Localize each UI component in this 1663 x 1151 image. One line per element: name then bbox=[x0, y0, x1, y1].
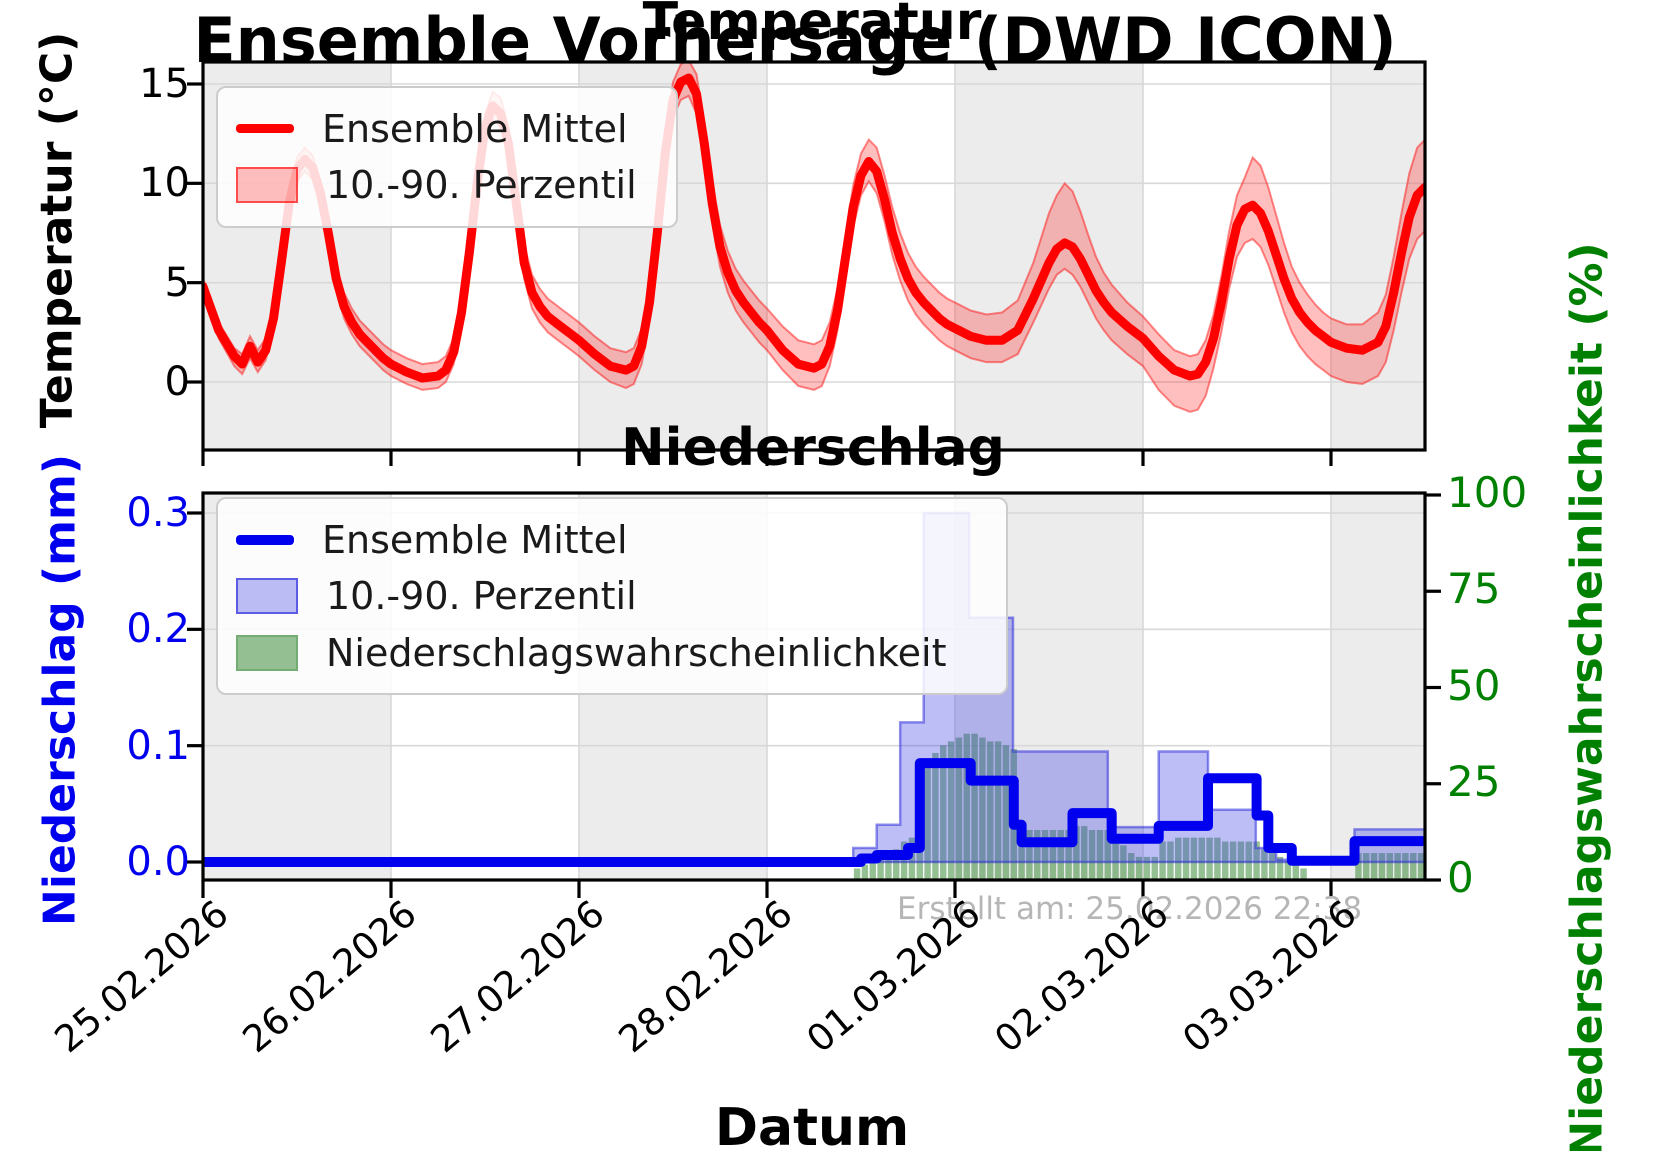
probability-ytick-label: 100 bbox=[1447, 468, 1528, 517]
temperature-mean-line bbox=[203, 73, 1425, 383]
probability-bar bbox=[916, 829, 923, 880]
probability-bar bbox=[1394, 853, 1401, 880]
precipitation-title: Niederschlag bbox=[621, 418, 1005, 478]
probability-bar bbox=[1182, 837, 1190, 880]
probability-ytick-label: 75 bbox=[1447, 564, 1501, 614]
probability-bar bbox=[1073, 826, 1080, 880]
probability-bar bbox=[1088, 829, 1096, 880]
probability-bar bbox=[1410, 853, 1417, 880]
day-shading-band bbox=[1331, 62, 1425, 450]
probability-bar bbox=[955, 737, 963, 880]
probability-bar bbox=[861, 864, 869, 880]
probability-bar bbox=[1190, 837, 1198, 880]
blue-band-swatch-icon bbox=[236, 578, 298, 614]
probability-bar bbox=[924, 764, 931, 880]
probability-bar bbox=[1276, 856, 1284, 880]
x-axis-label: Datum bbox=[714, 1098, 910, 1151]
probability-bar bbox=[1261, 849, 1268, 880]
blue-line-swatch-icon bbox=[236, 534, 294, 545]
probability-bar bbox=[893, 849, 900, 880]
probability-bar bbox=[1269, 853, 1276, 880]
probability-bar bbox=[1081, 826, 1088, 880]
probability-bar bbox=[1151, 856, 1158, 880]
probability-bar bbox=[932, 752, 939, 880]
probability-bar bbox=[1135, 856, 1143, 880]
probability-bar bbox=[869, 860, 876, 880]
probability-bar bbox=[1049, 829, 1057, 880]
probability-bar bbox=[1041, 829, 1049, 880]
red-line-swatch-icon bbox=[236, 124, 294, 134]
legend-item: Niederschlagswahrscheinlichkeit bbox=[236, 631, 988, 675]
probability-bar bbox=[1284, 860, 1292, 880]
probability-bar bbox=[994, 741, 1002, 880]
probability-bar bbox=[1018, 826, 1025, 880]
probability-ytick-label: 0 bbox=[1447, 853, 1474, 902]
probability-bar bbox=[979, 737, 986, 880]
legend-label: 10.-90. Perzentil bbox=[326, 163, 637, 208]
precipitation-legend: Ensemble Mittel 10.-90. Perzentil Nieder… bbox=[216, 497, 1008, 695]
probability-bar bbox=[1143, 856, 1151, 880]
probability-bar bbox=[1002, 745, 1010, 880]
probability-bar bbox=[885, 853, 892, 880]
precipitation-ytick-label: 0.3 bbox=[126, 490, 190, 536]
legend-label: 10.-90. Perzentil bbox=[326, 574, 637, 618]
probability-bar bbox=[1175, 837, 1182, 880]
probability-bar bbox=[1370, 853, 1378, 880]
probability-bar bbox=[971, 733, 978, 880]
probability-bar bbox=[1034, 829, 1041, 880]
probability-ytick-label: 50 bbox=[1447, 660, 1501, 710]
legend-item: Ensemble Mittel bbox=[236, 107, 658, 151]
probability-bar bbox=[1417, 853, 1425, 880]
probability-bar bbox=[1206, 837, 1213, 880]
probability-bar bbox=[1198, 837, 1205, 880]
probability-bar bbox=[1065, 829, 1072, 880]
probability-bar bbox=[1378, 853, 1386, 880]
temperature-ytick-label: 0 bbox=[164, 359, 190, 405]
probability-bar bbox=[947, 741, 955, 880]
precipitation-ytick-label: 0.1 bbox=[126, 722, 190, 769]
temperature-ytick-label: 15 bbox=[139, 60, 190, 107]
legend-item: Ensemble Mittel bbox=[236, 518, 988, 562]
precipitation-ytick-label: 0.2 bbox=[126, 606, 190, 653]
probability-bar bbox=[1026, 829, 1033, 880]
probability-bar bbox=[1363, 853, 1370, 880]
legend-item: 10.-90. Perzentil bbox=[236, 163, 658, 207]
probability-bar bbox=[1386, 853, 1393, 880]
probability-bar bbox=[987, 741, 994, 880]
temperature-ytick-label: 10 bbox=[139, 160, 190, 207]
axes-spine bbox=[201, 60, 1427, 452]
probability-bar bbox=[877, 856, 884, 880]
probability-bar bbox=[1214, 837, 1221, 880]
legend-item: 10.-90. Perzentil bbox=[236, 574, 988, 618]
probability-ytick-label: 25 bbox=[1447, 756, 1501, 806]
probability-bar bbox=[963, 733, 970, 880]
probability-bar bbox=[1128, 853, 1135, 880]
probability-bar bbox=[1355, 853, 1362, 880]
temperature-ytick-label: 5 bbox=[164, 259, 190, 306]
probability-bar bbox=[1300, 868, 1307, 880]
probability-bar bbox=[908, 837, 916, 880]
probability-bar bbox=[940, 745, 947, 880]
probability-bar bbox=[1292, 864, 1299, 880]
probability-bar bbox=[853, 868, 861, 880]
red-band-swatch-icon bbox=[236, 167, 298, 204]
legend-label: Ensemble Mittel bbox=[322, 106, 628, 151]
probability-bar bbox=[1402, 853, 1409, 880]
probability-bar bbox=[1104, 829, 1111, 880]
temperature-title: Temperatur bbox=[642, 0, 982, 52]
page-title: Ensemble Vorhersage (DWD ICON) bbox=[193, 4, 1397, 77]
temperature-legend: Ensemble Mittel 10.-90. Perzentil bbox=[216, 86, 678, 228]
green-bar-swatch-icon bbox=[236, 634, 298, 671]
probability-bar bbox=[1057, 829, 1064, 880]
probability-bar bbox=[1096, 829, 1104, 880]
creation-timestamp-watermark: Erstellt am: 25.02.2026 22:38 bbox=[897, 891, 1363, 927]
precipitation-ytick-label: 0.0 bbox=[126, 839, 190, 885]
legend-label: Ensemble Mittel bbox=[322, 517, 628, 562]
legend-label: Niederschlagswahrscheinlichkeit bbox=[326, 630, 947, 675]
day-shading-band bbox=[1331, 493, 1425, 880]
precipitation-mean-line bbox=[203, 758, 1425, 867]
